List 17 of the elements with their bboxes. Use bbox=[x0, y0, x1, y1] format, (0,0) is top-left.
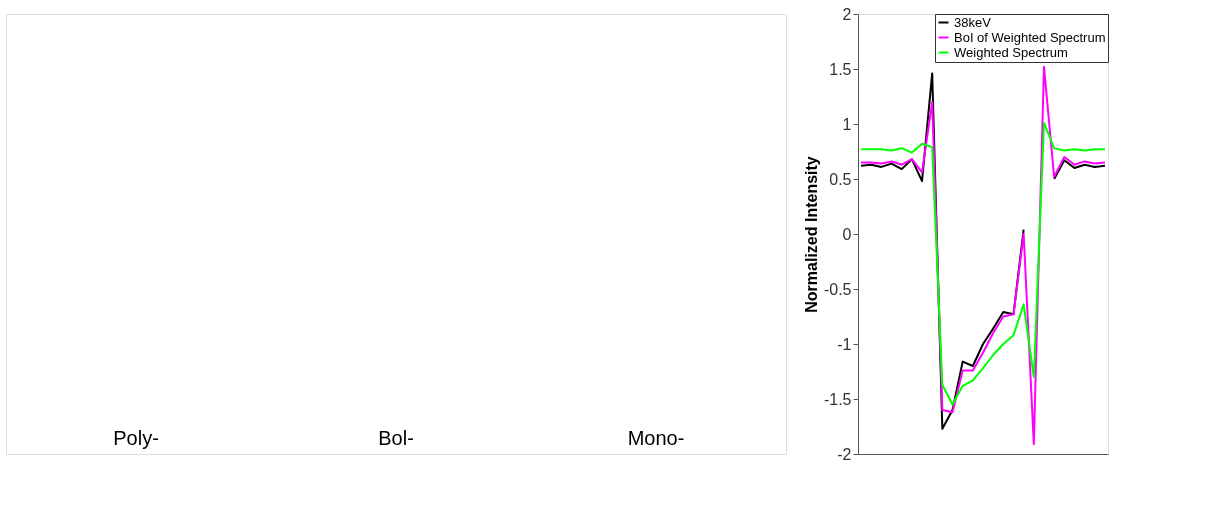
text: Poly- bbox=[113, 427, 159, 449]
legend-label: 38keV bbox=[954, 14, 992, 30]
y-tick-label: 1.5 bbox=[829, 60, 852, 78]
legend-label: BoI of Weighted Spectrum bbox=[954, 29, 1106, 45]
y-axis-title: Normalized Intensity bbox=[802, 156, 820, 313]
line-series bbox=[860, 121, 1106, 406]
y-tick-label: -1.5 bbox=[823, 390, 852, 408]
text: Mono- bbox=[627, 427, 685, 449]
y-tick-label: -1 bbox=[837, 335, 852, 353]
y-tick-label: 1 bbox=[842, 115, 852, 133]
y-tick-label: -0.5 bbox=[823, 280, 852, 298]
text: Bol- bbox=[378, 427, 414, 449]
y-tick-label: 2 bbox=[842, 5, 852, 23]
y-tick-label: 0.5 bbox=[829, 170, 852, 188]
y-tick-label: 0 bbox=[842, 225, 852, 243]
legend-label: Weighted Spectrum bbox=[954, 44, 1068, 60]
y-tick-label: -2 bbox=[837, 445, 852, 463]
